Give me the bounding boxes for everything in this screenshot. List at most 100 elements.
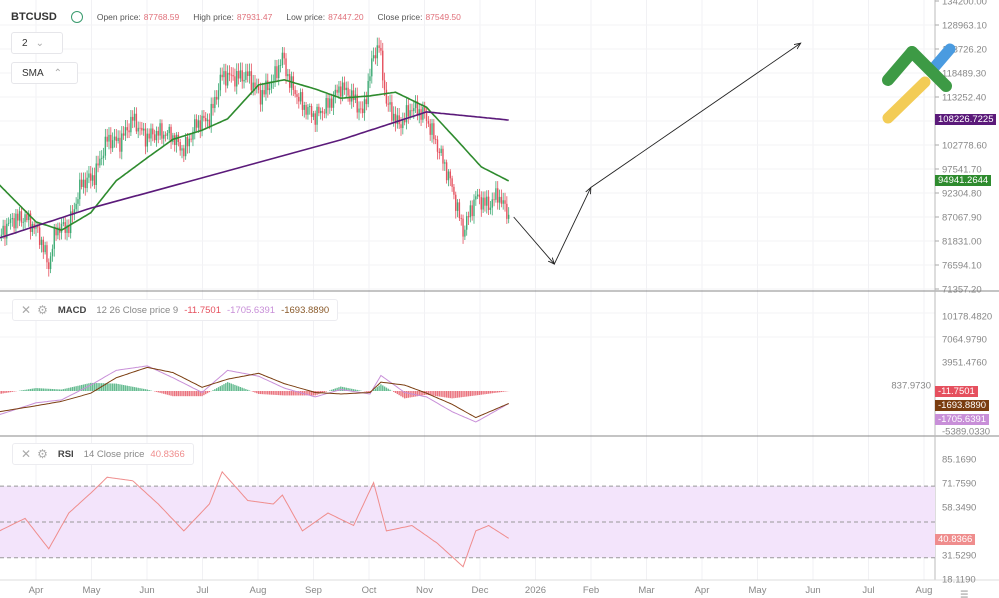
macd-histogram-bar bbox=[484, 391, 486, 395]
macd-histogram-bar bbox=[310, 391, 313, 396]
macd-histogram-bar bbox=[495, 391, 497, 393]
macd-histogram-bar bbox=[270, 391, 273, 395]
macd-histogram-bar bbox=[385, 387, 388, 391]
price-tick-label: 134200.00 bbox=[942, 0, 987, 8]
candle-body bbox=[153, 134, 156, 141]
candle-body bbox=[345, 87, 347, 91]
macd-histogram-bar bbox=[206, 391, 209, 394]
macd-histogram-bar bbox=[77, 385, 79, 391]
sma200-line bbox=[0, 111, 509, 239]
interval-select[interactable]: 2 ⌄ bbox=[11, 32, 63, 54]
candle-body bbox=[307, 106, 309, 115]
candle-body bbox=[285, 58, 287, 77]
macd-histogram-bar bbox=[111, 383, 114, 391]
macd-histogram-bar bbox=[121, 384, 123, 391]
macd-histogram-bar bbox=[247, 389, 249, 391]
macd-histogram-bar bbox=[382, 385, 384, 391]
candle-body bbox=[484, 197, 486, 206]
candle-body bbox=[150, 128, 152, 139]
candle-body bbox=[53, 228, 55, 249]
macd-histogram-bar bbox=[110, 383, 112, 391]
macd-histogram-bar bbox=[356, 389, 358, 391]
interval-value: 2 bbox=[22, 37, 28, 49]
candle-body bbox=[197, 120, 200, 128]
macd-histogram-bar bbox=[281, 391, 284, 396]
macd-histogram-bar bbox=[13, 391, 15, 392]
settings-sliders-icon[interactable]: ☰ bbox=[960, 590, 969, 598]
candle-body bbox=[217, 90, 220, 100]
macd-histogram-bar bbox=[184, 391, 187, 397]
macd-hist-value: -11.7501 bbox=[184, 304, 221, 316]
candle-body bbox=[104, 136, 107, 156]
macd-histogram-bar bbox=[186, 391, 189, 397]
gear-icon[interactable]: ⚙ bbox=[37, 447, 48, 461]
candle-body bbox=[203, 115, 205, 118]
low-value: 87447.20 bbox=[328, 12, 364, 22]
candle-body bbox=[321, 110, 324, 113]
candle-body bbox=[491, 199, 493, 208]
forecast-arrow bbox=[590, 43, 801, 188]
candle-body bbox=[186, 136, 189, 147]
candle-body bbox=[270, 81, 273, 89]
macd-histogram-bar bbox=[321, 391, 324, 393]
macd-histogram-bar bbox=[422, 391, 424, 396]
candle-body bbox=[179, 141, 181, 151]
macd-histogram-bar bbox=[274, 391, 276, 395]
candle-body bbox=[121, 133, 123, 152]
candle-body bbox=[132, 116, 134, 121]
macd-histogram-bar bbox=[80, 384, 83, 391]
macd-histogram-bar bbox=[26, 389, 28, 391]
macd-histogram-bar bbox=[126, 385, 128, 391]
macd-histogram-bar bbox=[59, 389, 61, 391]
candle-body bbox=[77, 199, 79, 204]
rsi-params: 14 Close price bbox=[83, 448, 145, 460]
macd-tick-label: 3951.4760 bbox=[942, 357, 987, 368]
macd-histogram-bar bbox=[296, 391, 298, 396]
candle-body bbox=[195, 119, 198, 128]
close-icon[interactable]: ✕ bbox=[21, 447, 32, 461]
symbol[interactable]: BTCUSD bbox=[11, 11, 57, 23]
macd-histogram-bar bbox=[380, 384, 382, 391]
candle-body bbox=[312, 113, 315, 117]
macd-histogram-bar bbox=[347, 388, 349, 391]
candle-body bbox=[243, 79, 245, 82]
candle-body bbox=[15, 213, 17, 229]
candle-body bbox=[20, 211, 23, 223]
candle-body bbox=[126, 127, 128, 131]
macd-histogram-bar bbox=[122, 385, 125, 391]
macd-histogram-bar bbox=[146, 389, 149, 391]
macd-histogram-bar bbox=[334, 388, 336, 391]
macd-histogram-bar bbox=[188, 391, 190, 397]
price-tick-label: 71357.20 bbox=[942, 285, 982, 296]
close-icon[interactable]: ✕ bbox=[21, 303, 32, 317]
macd-histogram-bar bbox=[272, 391, 274, 395]
forecast-arrow bbox=[553, 188, 591, 265]
gear-icon[interactable]: ⚙ bbox=[37, 303, 48, 317]
macd-histogram-bar bbox=[181, 391, 183, 397]
macd-histogram-bar bbox=[309, 391, 311, 396]
indicator-select[interactable]: SMA ⌃ bbox=[11, 62, 78, 84]
macd-histogram-bar bbox=[369, 391, 371, 393]
clock-icon[interactable] bbox=[70, 11, 83, 23]
macd-histogram-bar bbox=[177, 391, 180, 397]
macd-histogram-bar bbox=[376, 387, 378, 391]
macd-histogram-bar bbox=[212, 390, 214, 391]
candle-body bbox=[44, 245, 46, 253]
macd-histogram-bar bbox=[62, 389, 65, 391]
macd-histogram-bar bbox=[133, 387, 136, 391]
candle-body bbox=[28, 213, 30, 221]
candle-body bbox=[175, 134, 178, 146]
macd-histogram-bar bbox=[55, 389, 57, 391]
macd-histogram-bar bbox=[497, 391, 499, 393]
candle-body bbox=[48, 262, 50, 270]
macd-histogram-bar bbox=[199, 391, 201, 397]
candle-body bbox=[414, 101, 417, 109]
macd-histogram-bar bbox=[414, 391, 417, 397]
candle-body bbox=[418, 109, 420, 116]
candle-body bbox=[239, 70, 242, 79]
candle-body bbox=[425, 111, 428, 121]
macd-histogram-bar bbox=[416, 391, 419, 397]
candle-body bbox=[287, 74, 289, 77]
time-tick-label: Dec bbox=[472, 585, 489, 596]
